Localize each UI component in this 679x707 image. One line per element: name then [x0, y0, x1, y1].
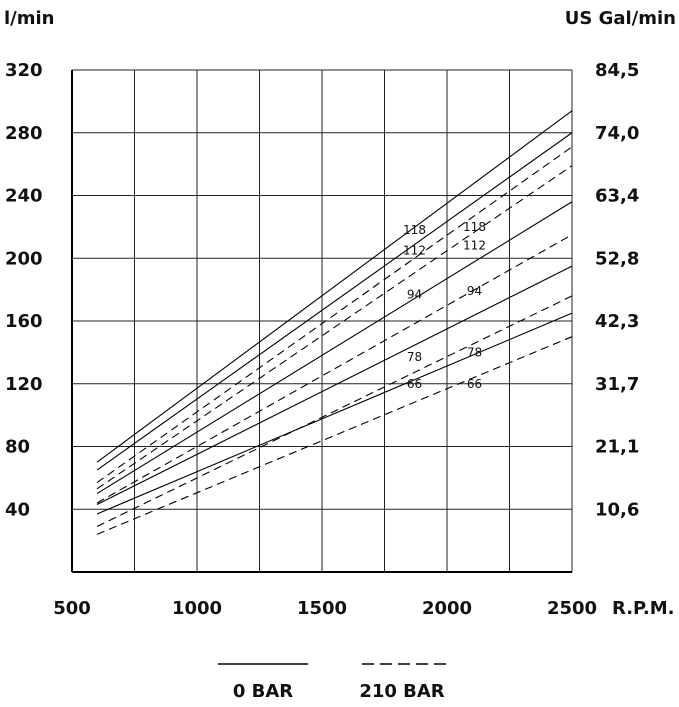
legend-label-0bar: 0 BAR: [233, 681, 293, 702]
x-tick-label: 2500: [547, 598, 597, 619]
y-tick-label-right: 63,4: [595, 186, 639, 207]
series-line: [96, 132, 573, 471]
y-tick-label-left: 160: [5, 311, 43, 332]
y-tick-label-left: 200: [5, 248, 43, 269]
x-tick-label: 1000: [172, 598, 222, 619]
y-tick-label-right: 84,5: [595, 60, 639, 81]
y-tick-label-right: 74,0: [595, 123, 639, 144]
y-tick-label-left: 80: [5, 437, 30, 458]
tick-labels: 40 10,6 80 21,1 120 31,7 160 42,3 200 52,8 240 63,4…: [5, 60, 639, 619]
x-tick-label: 1500: [297, 598, 347, 619]
series-label: 78: [467, 345, 482, 359]
series-line: [96, 265, 573, 506]
axes: [71, 70, 572, 573]
y-tick-label-left: 320: [5, 60, 43, 81]
series-label: 66: [407, 377, 422, 391]
series-label: 94: [407, 287, 422, 301]
y-tick-label-left: 40: [5, 499, 30, 520]
x-tick-label: 500: [53, 598, 91, 619]
series-line: [96, 165, 573, 490]
y-tick-label-right: 31,7: [595, 374, 639, 395]
legend-label-210bar: 210 BAR: [359, 681, 444, 702]
series-line: [96, 110, 573, 463]
series-lines: [96, 110, 573, 535]
series-line: [96, 336, 573, 535]
grid: [72, 69, 573, 572]
series-label: 118: [463, 220, 486, 234]
series-label: 112: [463, 239, 486, 253]
series-line: [96, 146, 573, 484]
y-tick-label-right: 52,8: [595, 248, 639, 269]
y-tick-label-right: 42,3: [595, 311, 639, 332]
series-line: [96, 234, 573, 504]
y-tick-label-left: 120: [5, 374, 43, 395]
right-unit-label: US Gal/min: [565, 8, 676, 29]
x-tick-label: 2000: [422, 598, 472, 619]
x-unit-label: R.P.M.: [612, 598, 675, 619]
series-line: [96, 201, 573, 495]
series-label: 78: [407, 350, 422, 364]
series-line: [96, 295, 573, 528]
series-label: 66: [467, 377, 482, 391]
y-tick-label-left: 280: [5, 123, 43, 144]
y-tick-label-left: 240: [5, 186, 43, 207]
y-tick-label-right: 21,1: [595, 437, 639, 458]
series-label: 118: [403, 223, 426, 237]
series-label: 112: [403, 243, 426, 257]
series-label: 94: [467, 284, 482, 298]
y-tick-label-right: 10,6: [595, 499, 639, 520]
series-line: [96, 312, 573, 515]
left-unit-label: l/min: [4, 8, 54, 29]
legend: 0 BAR 210 BAR: [218, 663, 450, 702]
series-labels: 118 112 94 78 66 118 112 94 78 66: [403, 220, 486, 391]
